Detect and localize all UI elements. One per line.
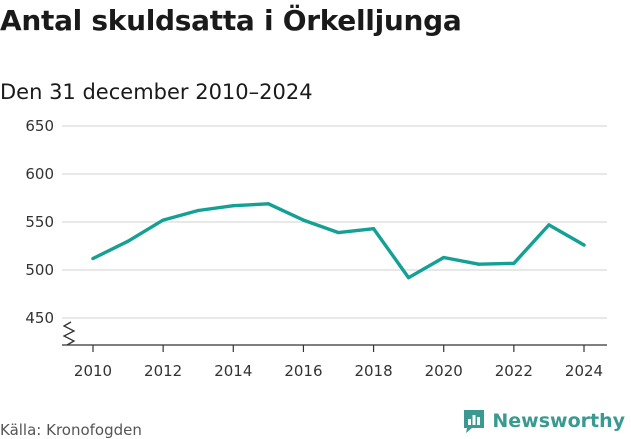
data-point bbox=[547, 223, 551, 227]
data-point bbox=[442, 255, 446, 260]
x-tick-label: 2016 bbox=[284, 362, 322, 380]
data-point bbox=[91, 256, 95, 261]
x-tick-label: 2010 bbox=[74, 362, 112, 380]
data-point bbox=[161, 218, 165, 222]
chart-subtitle: Den 31 december 2010–2024 bbox=[0, 80, 313, 104]
y-tick-label: 650 bbox=[25, 117, 54, 135]
data-point bbox=[336, 230, 341, 235]
axis-break-icon bbox=[62, 321, 76, 346]
gridlines bbox=[62, 125, 607, 319]
data-point bbox=[266, 202, 270, 206]
y-tick-label: 550 bbox=[25, 213, 54, 231]
x-tick-label: 2014 bbox=[214, 362, 252, 380]
data-point bbox=[371, 227, 376, 231]
y-tick-label: 500 bbox=[25, 261, 54, 279]
y-axis-ticks: 450 500 550 600 650 bbox=[25, 117, 54, 327]
data-point bbox=[582, 243, 586, 247]
chart-title: Antal skuldsatta i Örkelljunga bbox=[0, 4, 462, 37]
data-point bbox=[407, 276, 411, 280]
x-axis: 2010 2012 2014 2016 2018 2020 2022 2024 bbox=[62, 321, 607, 380]
data-point bbox=[477, 262, 481, 266]
x-tick-label: 2012 bbox=[144, 362, 182, 380]
newsworthy-logo-icon bbox=[464, 410, 485, 433]
line-chart: 450 500 550 600 650 2010 2012 2014 2016 2018 2020… bbox=[25, 117, 607, 380]
source-note: Källa: Kronofogden bbox=[0, 421, 142, 439]
y-tick-label: 600 bbox=[25, 165, 54, 183]
data-point bbox=[301, 218, 306, 222]
series-group bbox=[91, 202, 586, 280]
x-tick-label: 2022 bbox=[495, 362, 533, 380]
y-tick-label: 450 bbox=[25, 309, 54, 327]
brand-logo[interactable]: Newsworthy bbox=[462, 408, 625, 434]
data-point bbox=[196, 208, 200, 213]
brand-name: Newsworthy bbox=[492, 410, 625, 432]
series-line bbox=[91, 202, 586, 280]
data-point bbox=[126, 239, 130, 243]
data-point bbox=[512, 261, 516, 265]
x-tick-label: 2024 bbox=[565, 362, 603, 380]
x-tick-label: 2020 bbox=[425, 362, 463, 380]
x-tick-label: 2018 bbox=[354, 362, 392, 380]
data-point bbox=[231, 204, 235, 208]
